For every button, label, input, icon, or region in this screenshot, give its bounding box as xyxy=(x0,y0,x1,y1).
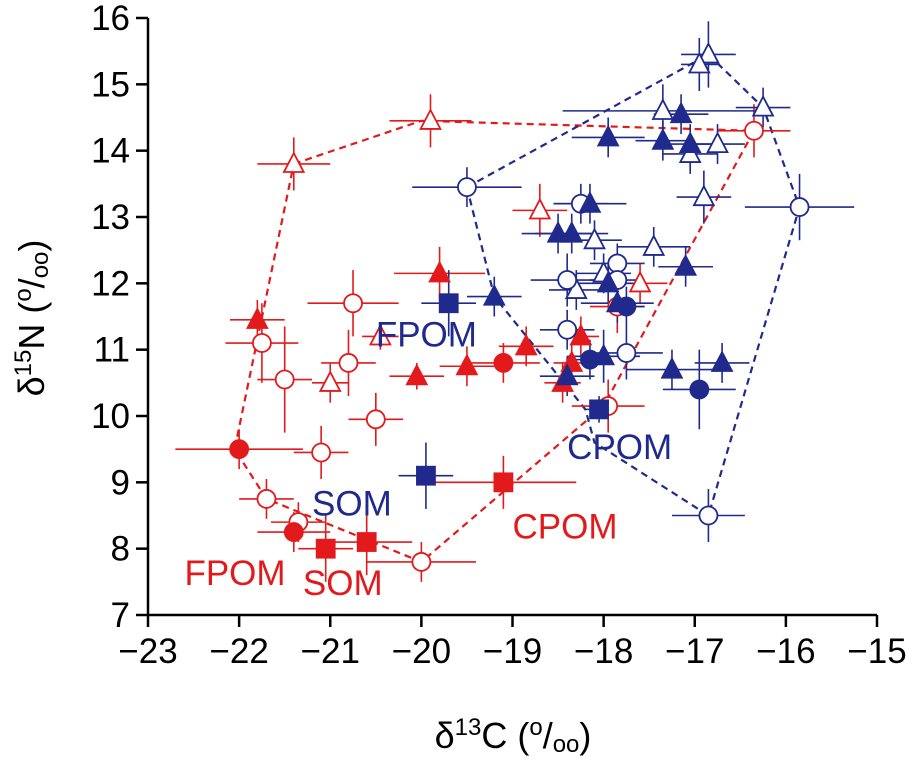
red-filled-triangle-point xyxy=(569,323,593,346)
blue-open-circle-point xyxy=(557,319,578,340)
annotation-layer: FPOM CPOM SOM CPOM FPOM SOM xyxy=(184,315,672,603)
blue-filled-triangle-point xyxy=(660,356,684,379)
blue-filled-triangle-point xyxy=(555,363,579,386)
blue-filled-circle-point xyxy=(616,296,637,317)
red-open-circle-point xyxy=(365,409,386,430)
blue-open-triangle-point xyxy=(583,227,606,250)
blue-filled-triangle-point xyxy=(482,283,506,306)
y-tick-label: 14 xyxy=(91,132,130,171)
red-filled-square-point xyxy=(315,538,336,559)
blue-filled-circle-point xyxy=(689,379,710,400)
red-open-circle-point xyxy=(311,442,332,463)
group-label-cpom: CPOM xyxy=(567,428,672,467)
group-label-fpom: FPOM xyxy=(184,554,285,593)
group-label-som: SOM xyxy=(312,485,392,524)
blue-open-triangle-point xyxy=(751,94,775,117)
red-open-circle-point xyxy=(274,369,295,390)
x-tick-label: −22 xyxy=(209,632,268,671)
red-filled-circle-point xyxy=(493,353,514,373)
axes: −23 −22 −21 −20 −19 −18 −17 −16 −15 7 8 9 10 11 12 13 14… xyxy=(91,0,907,671)
x-tick-label: −15 xyxy=(847,632,906,671)
red-open-triangle-point xyxy=(419,108,442,130)
blue-open-triangle-point xyxy=(687,51,711,74)
blue-filled-triangle-point xyxy=(596,270,620,293)
x-tick-label: −18 xyxy=(574,632,633,671)
y-tick-label: 8 xyxy=(111,530,130,569)
y-tick-label: 12 xyxy=(91,264,130,303)
x-axis-title: δ13C (o/oo) xyxy=(435,714,592,758)
y-tick-label: 11 xyxy=(94,331,130,370)
blue-open-triangle-point xyxy=(692,184,716,207)
y-tick-label: 9 xyxy=(111,463,130,502)
blue-filled-square-point xyxy=(589,399,609,420)
blue-filled-triangle-point xyxy=(651,127,675,150)
x-tick-label: −20 xyxy=(392,632,451,671)
blue-filled-square-point xyxy=(416,465,436,486)
red-open-triangle-point xyxy=(368,323,392,346)
red-filled-triangle-point xyxy=(514,333,538,356)
blue-open-triangle-point xyxy=(651,98,675,120)
blue-filled-circle-point xyxy=(580,349,600,370)
point-layer xyxy=(229,41,810,572)
red-open-circle-point xyxy=(256,489,277,509)
y-tick-label: 7 xyxy=(111,596,130,635)
red-open-circle-point xyxy=(744,120,764,141)
red-filled-square-point xyxy=(493,472,514,493)
y-tick-label: 16 xyxy=(91,0,130,38)
red-open-triangle-point xyxy=(528,197,552,220)
blue-filled-triangle-point xyxy=(560,220,584,243)
blue-filled-triangle-point xyxy=(678,131,702,154)
blue-filled-triangle-point xyxy=(596,124,620,147)
blue-open-circle-point xyxy=(789,197,810,217)
blue-filled-triangle-point xyxy=(578,190,602,213)
blue-open-circle-point xyxy=(557,270,578,290)
group-label-fpom: FPOM xyxy=(376,315,477,354)
x-tick-label: −21 xyxy=(301,632,360,671)
y-tick-label: 10 xyxy=(91,397,130,436)
errorbar-layer xyxy=(175,21,855,582)
red-filled-circle-point xyxy=(283,522,304,542)
blue-filled-triangle-point xyxy=(674,254,698,276)
y-tick-label: 13 xyxy=(91,198,130,237)
red-open-triangle-point xyxy=(628,270,652,293)
y-tick-label: 15 xyxy=(91,65,130,104)
blue-open-circle-point xyxy=(698,505,719,526)
x-tick-label: −23 xyxy=(118,632,177,671)
blue-hull xyxy=(465,53,801,518)
red-open-triangle-point xyxy=(282,151,306,173)
red-filled-triangle-point xyxy=(245,307,269,329)
blue-filled-triangle-point xyxy=(710,350,734,372)
blue-open-triangle-point xyxy=(706,131,729,154)
x-tick-label: −16 xyxy=(756,632,815,671)
red-filled-triangle-point xyxy=(428,260,451,283)
red-open-circle-point xyxy=(343,293,363,314)
blue-filled-square-point xyxy=(438,293,459,314)
blue-open-triangle-point xyxy=(697,41,720,64)
blue-open-triangle-point xyxy=(642,234,666,256)
red-open-triangle-point xyxy=(318,370,342,392)
group-label-som: SOM xyxy=(303,564,383,603)
blue-open-circle-point xyxy=(457,177,477,198)
blue-filled-triangle-point xyxy=(669,101,693,124)
red-filled-triangle-point xyxy=(455,353,479,376)
blue-open-circle-point xyxy=(607,253,628,274)
red-filled-square-point xyxy=(356,532,377,552)
red-open-circle-point xyxy=(252,333,272,353)
group-label-cpom: CPOM xyxy=(513,508,618,547)
blue-open-circle-point xyxy=(616,343,637,363)
red-filled-circle-point xyxy=(229,439,250,460)
y-axis-title: δ15N (o/oo) xyxy=(10,240,54,397)
red-open-circle-point xyxy=(338,353,359,373)
x-tick-label: −19 xyxy=(483,632,542,671)
x-tick-label: −17 xyxy=(665,632,724,671)
red-filled-triangle-point xyxy=(405,363,429,386)
blue-filled-triangle-point xyxy=(546,220,570,243)
red-open-circle-point xyxy=(411,552,432,572)
